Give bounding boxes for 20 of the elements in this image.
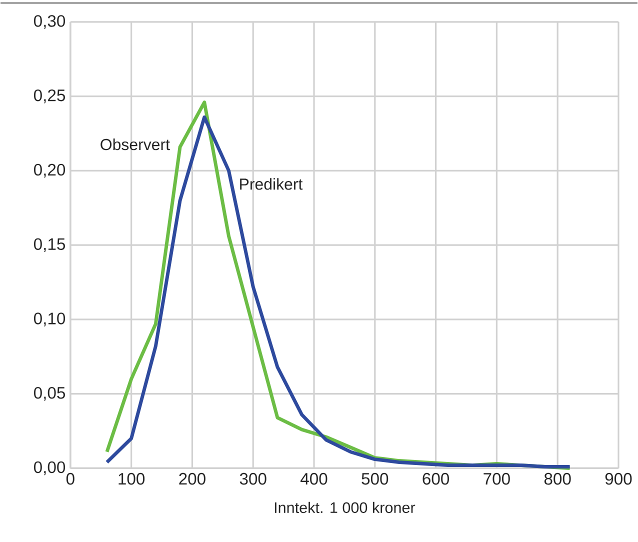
y-tick-label: 0,30 — [34, 15, 66, 29]
x-tick-label: 400 — [300, 472, 328, 485]
x-tick-label: 900 — [605, 472, 632, 485]
series-label: Observert — [100, 138, 170, 150]
y-tick-label: 0,20 — [34, 164, 66, 178]
x-tick-label: 600 — [422, 472, 450, 485]
y-tick-label: 0,15 — [34, 238, 66, 252]
x-tick-label: 200 — [179, 472, 206, 485]
x-tick-label: 700 — [484, 472, 510, 485]
x-tick-label: 500 — [362, 472, 388, 485]
x-tick-label: 100 — [118, 472, 145, 485]
y-tick-label: 0,05 — [34, 386, 66, 401]
series-label: Predikert — [240, 178, 303, 190]
y-tick-label: 0,10 — [34, 312, 66, 326]
y-tick-label: 0,00 — [34, 461, 66, 476]
y-tick-label: 0,25 — [34, 89, 66, 104]
x-tick-label: 800 — [544, 472, 571, 485]
x-axis-title: Inntekt. 1 000 kroner — [274, 502, 416, 514]
x-tick-label: 0 — [66, 472, 74, 485]
x-tick-label: 300 — [240, 472, 266, 485]
